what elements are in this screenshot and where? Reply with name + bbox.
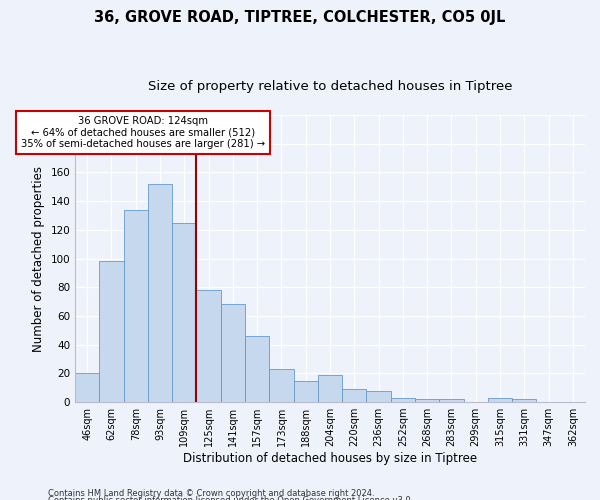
Bar [293,380,318,402]
Bar [439,399,464,402]
Bar [172,222,196,402]
Text: Contains HM Land Registry data © Crown copyright and database right 2024.: Contains HM Land Registry data © Crown c… [48,488,374,498]
Bar [318,375,342,402]
Bar [488,398,512,402]
Text: 36 GROVE ROAD: 124sqm
← 64% of detached houses are smaller (512)
35% of semi-det: 36 GROVE ROAD: 124sqm ← 64% of detached … [21,116,265,149]
Bar [221,304,245,402]
Bar [148,184,172,402]
Bar [196,290,221,402]
Title: Size of property relative to detached houses in Tiptree: Size of property relative to detached ho… [148,80,512,93]
Text: 36, GROVE ROAD, TIPTREE, COLCHESTER, CO5 0JL: 36, GROVE ROAD, TIPTREE, COLCHESTER, CO5… [94,10,506,25]
Bar [269,369,293,402]
Bar [75,374,100,402]
Bar [342,389,367,402]
Bar [391,398,415,402]
Y-axis label: Number of detached properties: Number of detached properties [32,166,45,352]
Bar [100,262,124,402]
Bar [367,390,391,402]
Bar [512,399,536,402]
Bar [124,210,148,402]
Bar [415,399,439,402]
Text: Contains public sector information licensed under the Open Government Licence v3: Contains public sector information licen… [48,496,413,500]
Bar [245,336,269,402]
X-axis label: Distribution of detached houses by size in Tiptree: Distribution of detached houses by size … [183,452,477,465]
